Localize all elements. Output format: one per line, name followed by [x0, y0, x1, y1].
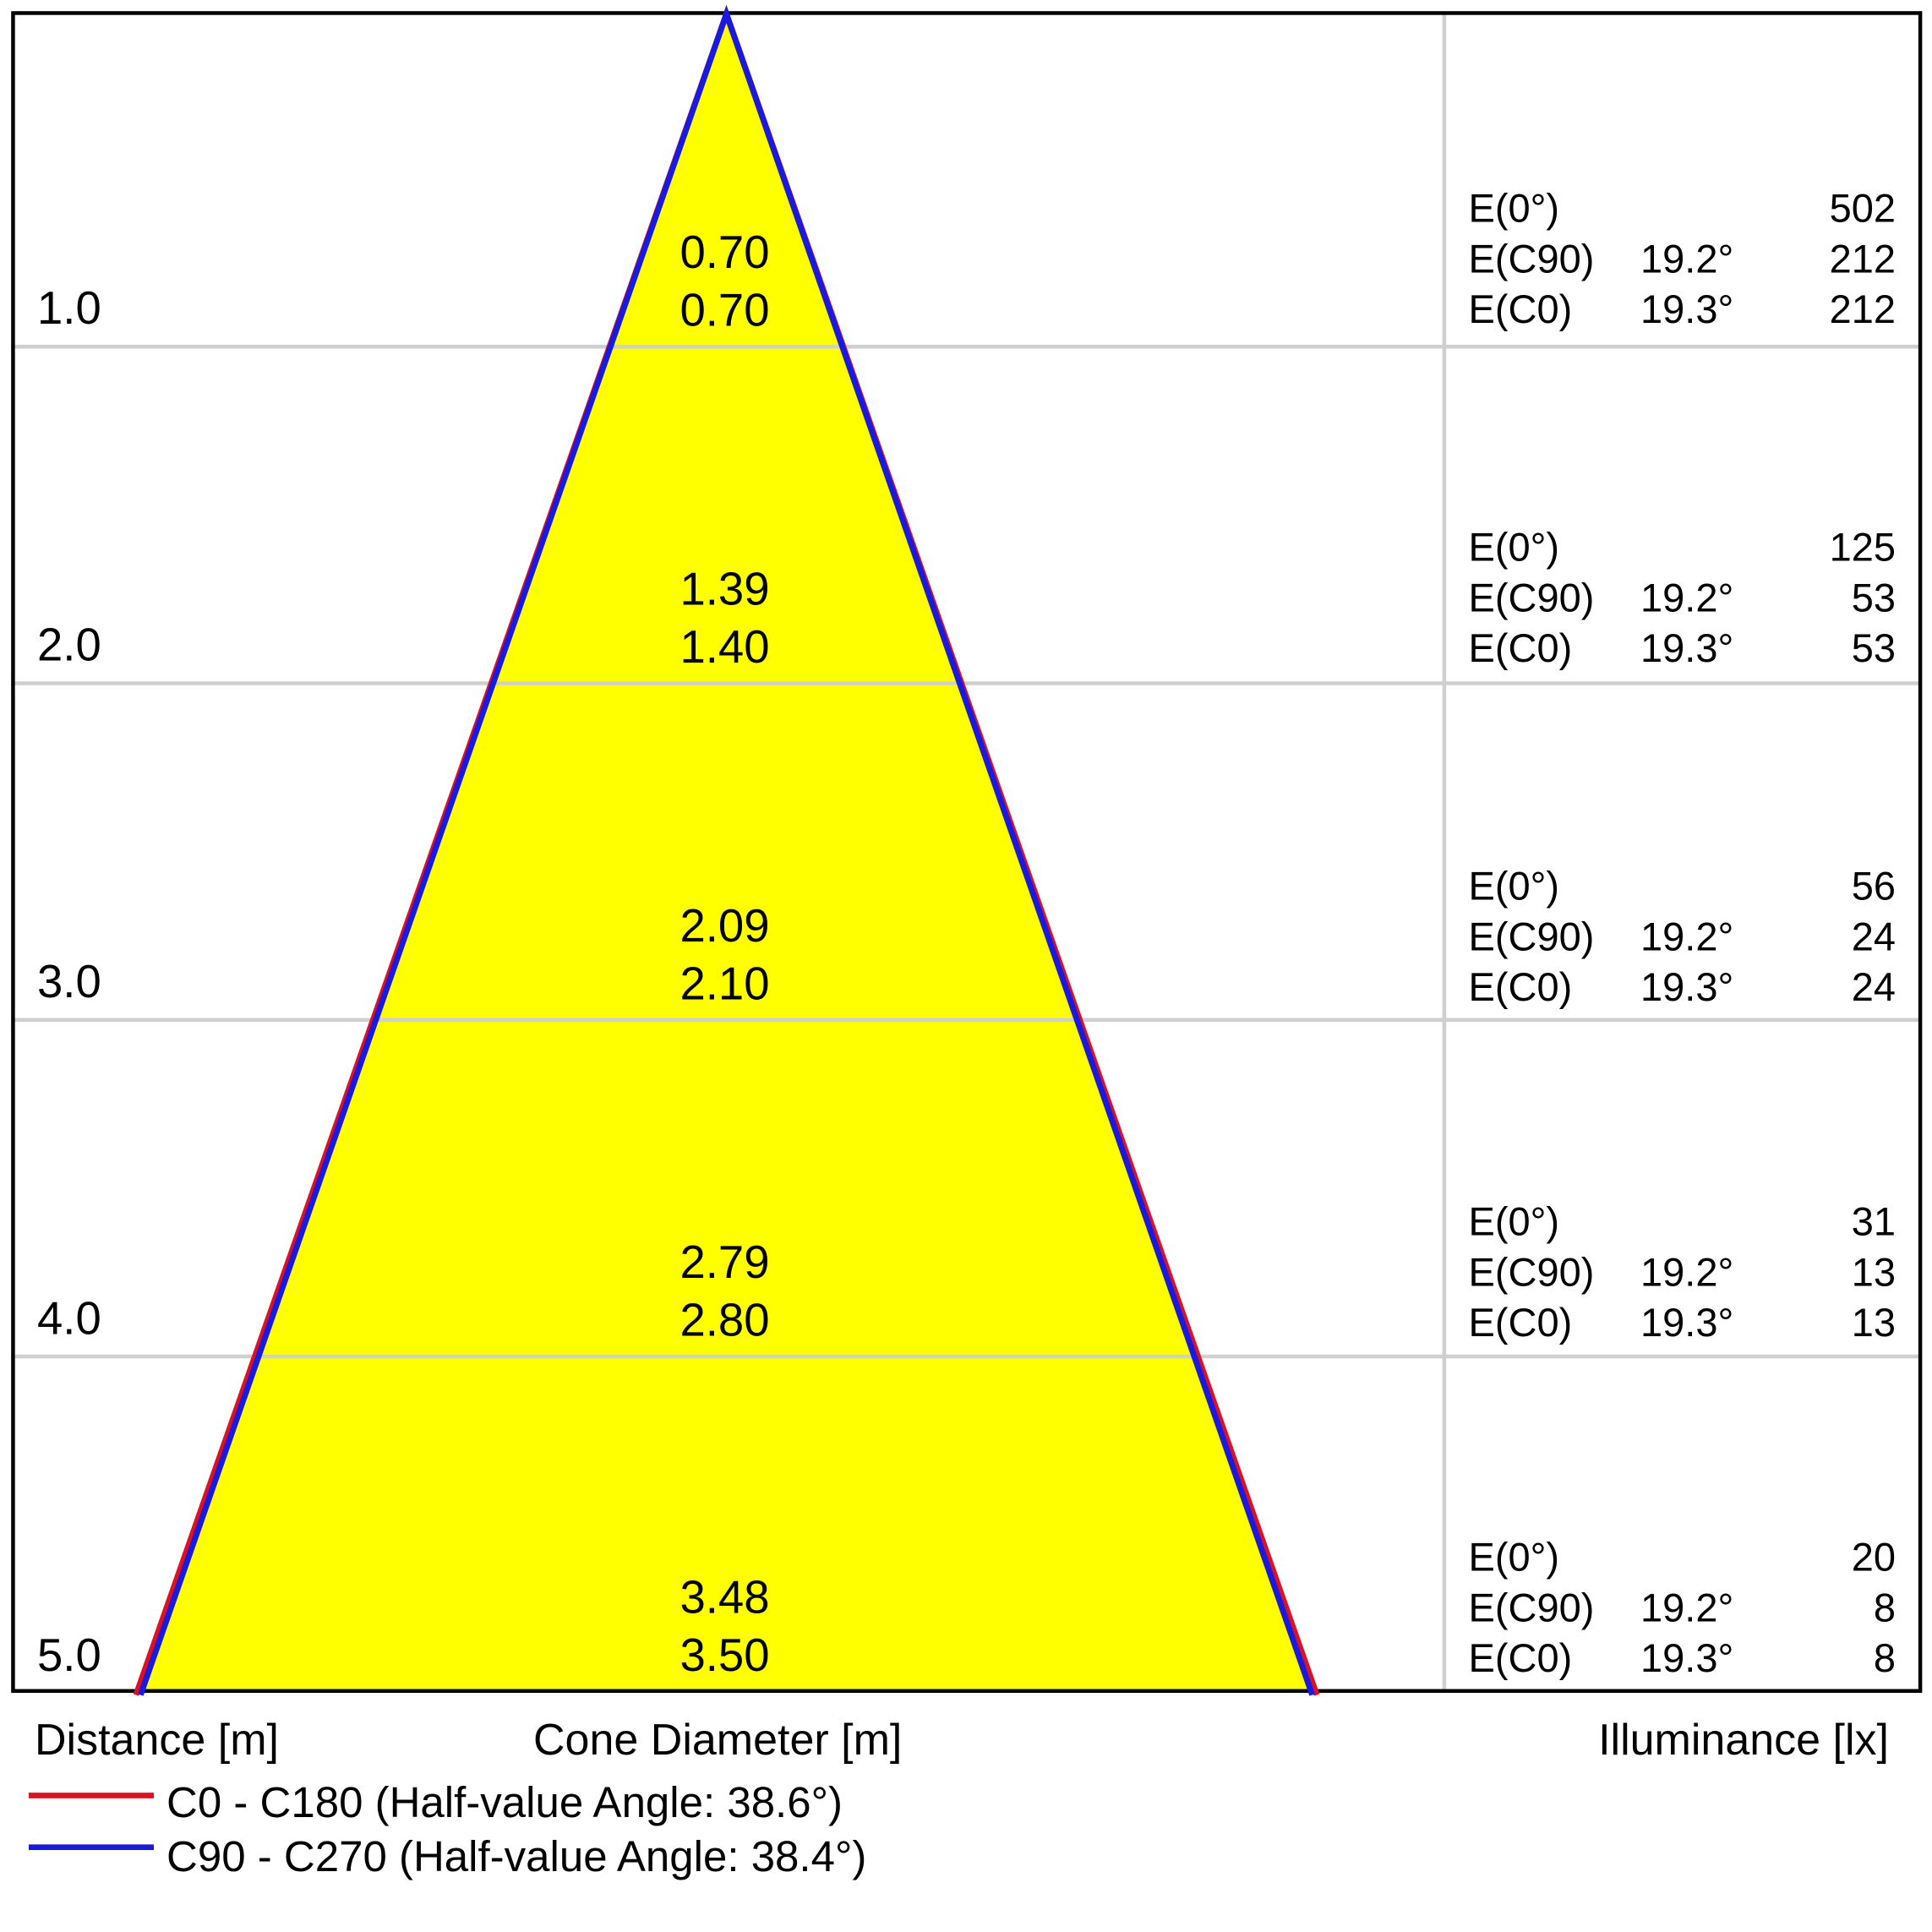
svg-text:0.70: 0.70	[679, 285, 769, 336]
svg-text:Illuminance [lx]: Illuminance [lx]	[1598, 1716, 1889, 1765]
svg-text:56: 56	[1852, 863, 1896, 908]
svg-text:3.48: 3.48	[679, 1572, 769, 1624]
svg-text:19.2°: 19.2°	[1640, 1249, 1733, 1294]
svg-text:Cone Diameter [m]: Cone Diameter [m]	[533, 1716, 902, 1765]
svg-text:E(0°): E(0°)	[1469, 863, 1560, 908]
svg-text:212: 212	[1830, 287, 1896, 331]
svg-text:13: 13	[1852, 1249, 1896, 1294]
svg-text:3.50: 3.50	[679, 1629, 769, 1681]
svg-text:E(0°): E(0°)	[1469, 185, 1560, 230]
svg-text:0.70: 0.70	[679, 226, 769, 278]
svg-text:2.79: 2.79	[679, 1236, 769, 1288]
svg-text:125: 125	[1830, 524, 1896, 569]
svg-text:C90 - C270 (Half-value Angle:: C90 - C270 (Half-value Angle: 38.4°)	[166, 1832, 866, 1880]
svg-text:E(C0): E(C0)	[1469, 1635, 1573, 1680]
svg-text:E(C90): E(C90)	[1469, 575, 1595, 619]
svg-text:19.2°: 19.2°	[1640, 1585, 1733, 1629]
svg-text:8: 8	[1874, 1585, 1896, 1629]
svg-text:53: 53	[1852, 575, 1896, 619]
svg-text:8: 8	[1874, 1635, 1896, 1680]
svg-text:Distance [m]: Distance [m]	[35, 1716, 279, 1765]
svg-text:E(0°): E(0°)	[1469, 524, 1560, 569]
svg-text:4.0: 4.0	[37, 1292, 101, 1344]
svg-text:24: 24	[1852, 914, 1896, 958]
svg-text:E(0°): E(0°)	[1469, 1534, 1560, 1579]
svg-text:5.0: 5.0	[37, 1629, 101, 1681]
svg-text:E(C90): E(C90)	[1469, 1585, 1595, 1629]
svg-text:1.40: 1.40	[679, 621, 769, 673]
svg-text:2.0: 2.0	[37, 619, 101, 670]
svg-text:1.39: 1.39	[679, 564, 769, 615]
svg-text:E(C90): E(C90)	[1469, 1249, 1595, 1294]
svg-text:19.3°: 19.3°	[1640, 1300, 1733, 1345]
svg-text:2.09: 2.09	[679, 900, 769, 952]
svg-text:19.2°: 19.2°	[1640, 914, 1733, 958]
svg-text:E(0°): E(0°)	[1469, 1198, 1560, 1243]
svg-text:2.10: 2.10	[679, 958, 769, 1010]
svg-text:24: 24	[1852, 964, 1896, 1009]
svg-text:19.3°: 19.3°	[1640, 964, 1733, 1009]
svg-text:13: 13	[1852, 1300, 1896, 1345]
svg-text:19.2°: 19.2°	[1640, 236, 1733, 281]
svg-text:E(C0): E(C0)	[1469, 1300, 1573, 1345]
svg-text:2.80: 2.80	[679, 1295, 769, 1346]
svg-text:E(C0): E(C0)	[1469, 625, 1573, 670]
svg-text:502: 502	[1830, 185, 1896, 230]
svg-text:E(C90): E(C90)	[1469, 914, 1595, 958]
svg-text:19.3°: 19.3°	[1640, 1635, 1733, 1680]
svg-text:1.0: 1.0	[37, 282, 101, 334]
svg-text:E(C0): E(C0)	[1469, 964, 1573, 1009]
svg-text:19.3°: 19.3°	[1640, 287, 1733, 331]
svg-text:212: 212	[1830, 236, 1896, 281]
svg-text:53: 53	[1852, 625, 1896, 670]
svg-text:3.0: 3.0	[37, 956, 101, 1007]
svg-text:19.2°: 19.2°	[1640, 575, 1733, 619]
svg-text:31: 31	[1852, 1198, 1896, 1243]
svg-text:E(C0): E(C0)	[1469, 287, 1573, 331]
svg-text:E(C90): E(C90)	[1469, 236, 1595, 281]
svg-text:19.3°: 19.3°	[1640, 625, 1733, 670]
svg-text:C0 - C180 (Half-value Angle: 3: C0 - C180 (Half-value Angle: 38.6°)	[166, 1778, 843, 1826]
svg-text:20: 20	[1852, 1534, 1896, 1579]
